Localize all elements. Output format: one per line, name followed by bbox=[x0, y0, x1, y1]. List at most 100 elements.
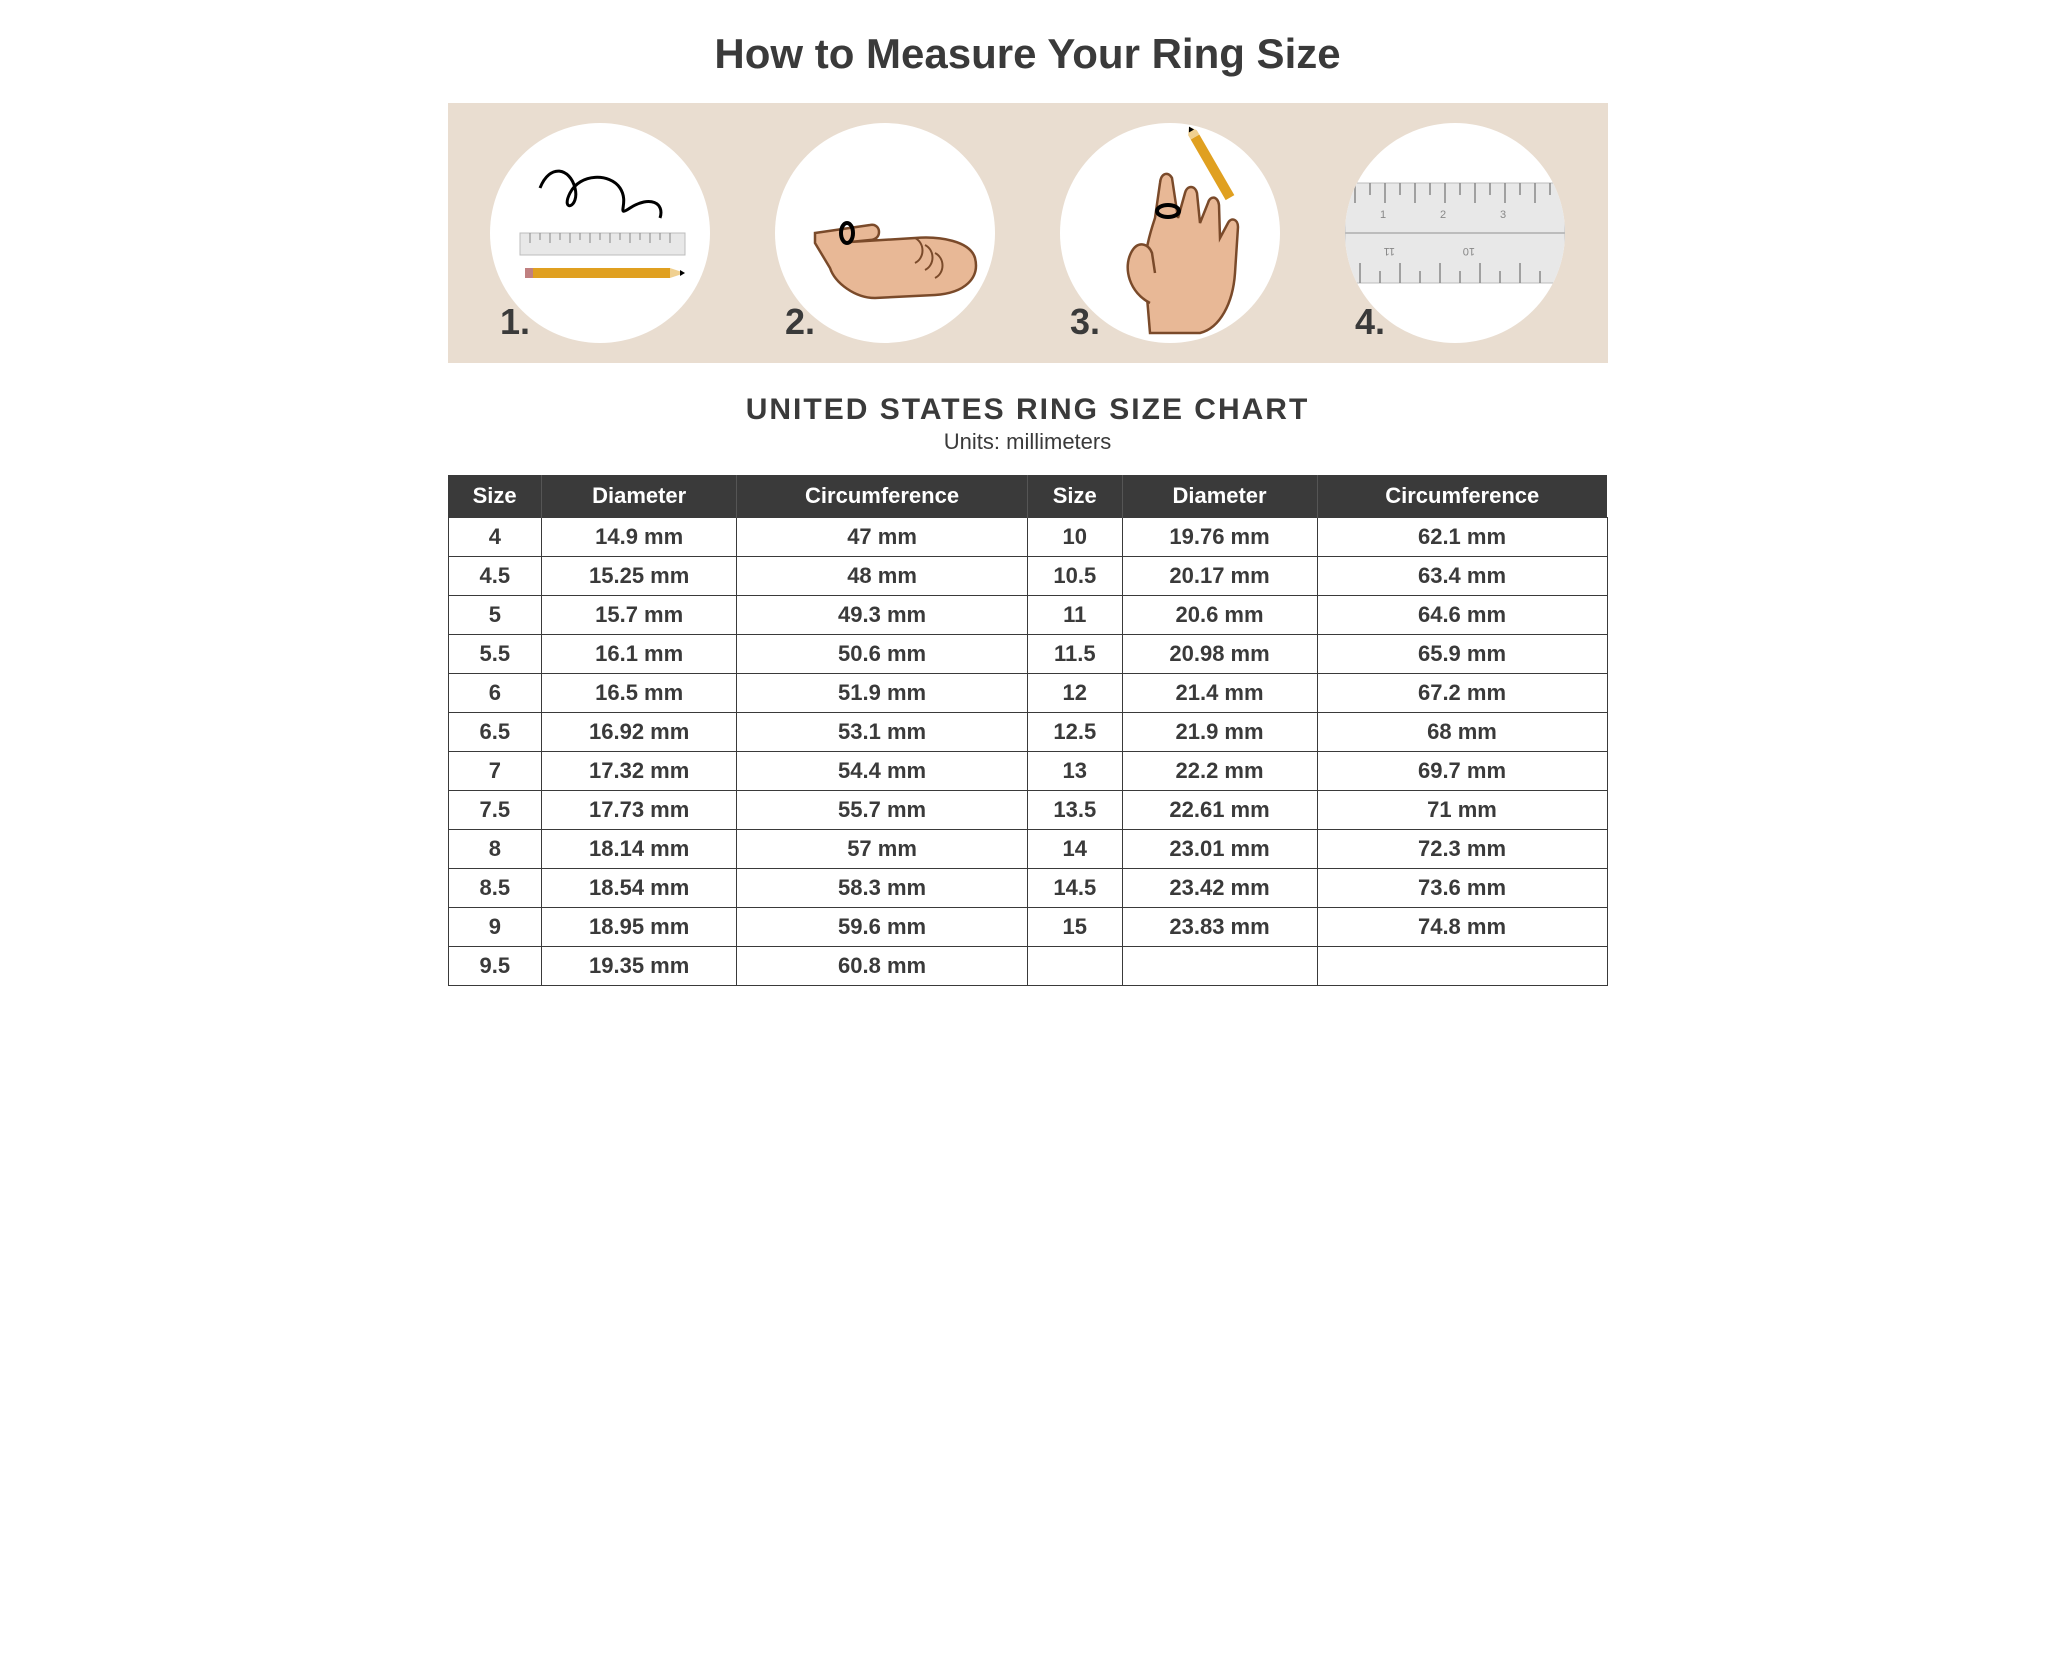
table-cell: 62.1 mm bbox=[1317, 518, 1607, 557]
table-cell: 8 bbox=[448, 830, 542, 869]
table-cell: 18.54 mm bbox=[542, 869, 737, 908]
table-row: 9.519.35 mm60.8 mm bbox=[448, 947, 1607, 986]
step-4-number: 4. bbox=[1355, 301, 1385, 343]
table-cell: 72.3 mm bbox=[1317, 830, 1607, 869]
table-row: 918.95 mm59.6 mm1523.83 mm74.8 mm bbox=[448, 908, 1607, 947]
table-header-row: Size Diameter Circumference Size Diamete… bbox=[448, 475, 1607, 518]
step-3-number: 3. bbox=[1070, 301, 1100, 343]
table-cell: 13.5 bbox=[1027, 791, 1122, 830]
step-3: 3. bbox=[1060, 123, 1280, 343]
table-cell: 69.7 mm bbox=[1317, 752, 1607, 791]
table-cell: 5 bbox=[448, 596, 542, 635]
table-cell: 17.73 mm bbox=[542, 791, 737, 830]
table-cell bbox=[1317, 947, 1607, 986]
table-cell: 11 bbox=[1027, 596, 1122, 635]
table-cell: 4.5 bbox=[448, 557, 542, 596]
chart-subtitle: Units: millimeters bbox=[448, 429, 1608, 455]
table-cell: 11.5 bbox=[1027, 635, 1122, 674]
table-cell: 57 mm bbox=[737, 830, 1028, 869]
table-row: 4.515.25 mm48 mm10.520.17 mm63.4 mm bbox=[448, 557, 1607, 596]
table-cell: 17.32 mm bbox=[542, 752, 737, 791]
table-cell: 19.76 mm bbox=[1122, 518, 1317, 557]
table-cell: 16.92 mm bbox=[542, 713, 737, 752]
table-cell: 8.5 bbox=[448, 869, 542, 908]
table-cell: 18.14 mm bbox=[542, 830, 737, 869]
table-cell: 7 bbox=[448, 752, 542, 791]
col-size-2: Size bbox=[1027, 475, 1122, 518]
table-row: 717.32 mm54.4 mm1322.2 mm69.7 mm bbox=[448, 752, 1607, 791]
table-cell: 74.8 mm bbox=[1317, 908, 1607, 947]
table-row: 414.9 mm47 mm1019.76 mm62.1 mm bbox=[448, 518, 1607, 557]
table-cell: 51.9 mm bbox=[737, 674, 1028, 713]
table-cell: 12 bbox=[1027, 674, 1122, 713]
table-cell: 54.4 mm bbox=[737, 752, 1028, 791]
table-cell: 14 bbox=[1027, 830, 1122, 869]
table-cell: 9 bbox=[448, 908, 542, 947]
svg-text:1: 1 bbox=[1380, 209, 1386, 221]
table-cell: 13 bbox=[1027, 752, 1122, 791]
svg-text:10: 10 bbox=[1463, 245, 1475, 257]
step-2: 2. bbox=[775, 123, 995, 343]
step-4: 1 2 3 11 10 4. bbox=[1345, 123, 1565, 343]
table-row: 7.517.73 mm55.7 mm13.522.61 mm71 mm bbox=[448, 791, 1607, 830]
table-cell: 58.3 mm bbox=[737, 869, 1028, 908]
table-cell: 20.98 mm bbox=[1122, 635, 1317, 674]
table-cell: 23.42 mm bbox=[1122, 869, 1317, 908]
svg-text:2: 2 bbox=[1440, 209, 1446, 221]
table-cell: 20.6 mm bbox=[1122, 596, 1317, 635]
table-cell: 5.5 bbox=[448, 635, 542, 674]
table-cell: 63.4 mm bbox=[1317, 557, 1607, 596]
table-cell: 23.01 mm bbox=[1122, 830, 1317, 869]
table-cell: 15.7 mm bbox=[542, 596, 737, 635]
table-row: 818.14 mm57 mm1423.01 mm72.3 mm bbox=[448, 830, 1607, 869]
table-cell: 23.83 mm bbox=[1122, 908, 1317, 947]
step-2-number: 2. bbox=[785, 301, 815, 343]
table-cell: 20.17 mm bbox=[1122, 557, 1317, 596]
ring-size-table: Size Diameter Circumference Size Diamete… bbox=[448, 475, 1608, 986]
table-row: 5.516.1 mm50.6 mm11.520.98 mm65.9 mm bbox=[448, 635, 1607, 674]
step-1: 1. bbox=[490, 123, 710, 343]
table-cell: 73.6 mm bbox=[1317, 869, 1607, 908]
table-cell: 60.8 mm bbox=[737, 947, 1028, 986]
table-row: 6.516.92 mm53.1 mm12.521.9 mm68 mm bbox=[448, 713, 1607, 752]
table-cell: 6.5 bbox=[448, 713, 542, 752]
table-cell: 15.25 mm bbox=[542, 557, 737, 596]
steps-panel: 1. 2. bbox=[448, 103, 1608, 363]
table-row: 8.518.54 mm58.3 mm14.523.42 mm73.6 mm bbox=[448, 869, 1607, 908]
table-cell: 4 bbox=[448, 518, 542, 557]
table-cell: 22.2 mm bbox=[1122, 752, 1317, 791]
svg-text:3: 3 bbox=[1500, 209, 1506, 221]
table-cell: 6 bbox=[448, 674, 542, 713]
table-cell: 10 bbox=[1027, 518, 1122, 557]
col-circumference-2: Circumference bbox=[1317, 475, 1607, 518]
table-cell: 16.5 mm bbox=[542, 674, 737, 713]
table-cell: 14.5 bbox=[1027, 869, 1122, 908]
table-cell: 48 mm bbox=[737, 557, 1028, 596]
page-title: How to Measure Your Ring Size bbox=[448, 30, 1608, 78]
table-cell: 16.1 mm bbox=[542, 635, 737, 674]
table-cell: 18.95 mm bbox=[542, 908, 737, 947]
table-cell: 12.5 bbox=[1027, 713, 1122, 752]
table-cell: 10.5 bbox=[1027, 557, 1122, 596]
col-diameter-2: Diameter bbox=[1122, 475, 1317, 518]
svg-text:11: 11 bbox=[1384, 245, 1395, 257]
chart-title: UNITED STATES RING SIZE CHART bbox=[448, 393, 1608, 427]
table-cell: 19.35 mm bbox=[542, 947, 737, 986]
table-cell: 71 mm bbox=[1317, 791, 1607, 830]
table-cell: 47 mm bbox=[737, 518, 1028, 557]
table-cell: 21.9 mm bbox=[1122, 713, 1317, 752]
table-cell: 9.5 bbox=[448, 947, 542, 986]
table-cell: 15 bbox=[1027, 908, 1122, 947]
table-cell bbox=[1027, 947, 1122, 986]
table-cell: 67.2 mm bbox=[1317, 674, 1607, 713]
table-cell: 14.9 mm bbox=[542, 518, 737, 557]
table-cell: 64.6 mm bbox=[1317, 596, 1607, 635]
step-1-number: 1. bbox=[500, 301, 530, 343]
col-circumference-1: Circumference bbox=[737, 475, 1028, 518]
table-cell: 21.4 mm bbox=[1122, 674, 1317, 713]
table-cell: 55.7 mm bbox=[737, 791, 1028, 830]
col-size-1: Size bbox=[448, 475, 542, 518]
table-cell: 50.6 mm bbox=[737, 635, 1028, 674]
table-cell bbox=[1122, 947, 1317, 986]
table-cell: 59.6 mm bbox=[737, 908, 1028, 947]
